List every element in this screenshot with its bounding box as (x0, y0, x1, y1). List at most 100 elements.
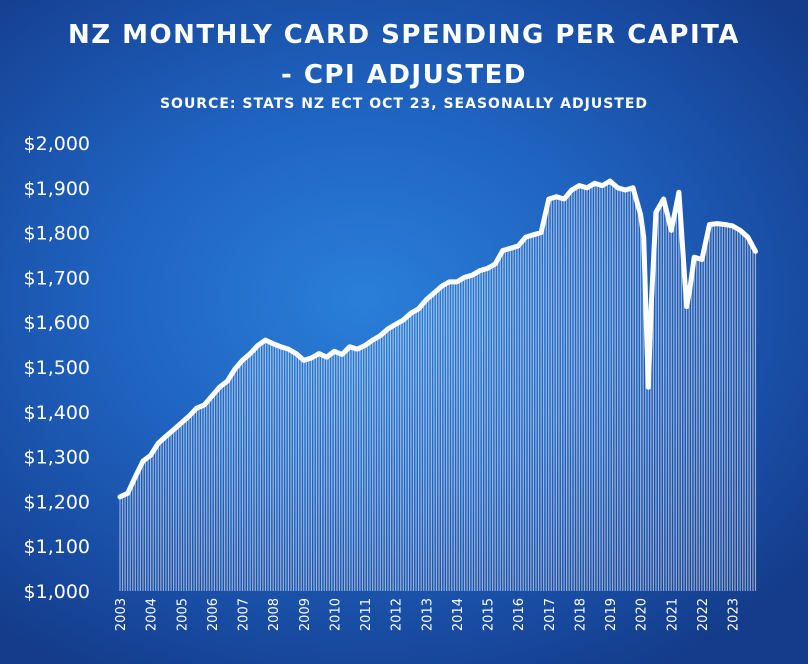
data-point (179, 420, 184, 426)
data-point (293, 351, 299, 356)
data-point (531, 232, 536, 238)
x-tick-label: 2005 (175, 598, 190, 631)
x-tick-label: 2020 (635, 598, 650, 631)
data-point (224, 379, 230, 384)
data-point (641, 234, 646, 240)
data-point (378, 333, 383, 338)
data-point (439, 284, 444, 289)
chart-subtitle: SOURCE: STATS NZ ECT OCT 23, SEASONALLY … (159, 96, 649, 112)
data-point (684, 304, 689, 309)
data-point (753, 249, 758, 254)
y-tick-label: $1,000 (24, 581, 90, 603)
x-tick-label: 2023 (727, 598, 742, 631)
data-point (202, 402, 207, 408)
data-point (477, 268, 483, 273)
series-line (117, 178, 758, 500)
data-point (316, 351, 322, 356)
data-point (653, 210, 659, 215)
data-point (607, 178, 613, 184)
y-tick-label: $1,300 (24, 447, 90, 469)
data-point (592, 181, 597, 186)
data-point (125, 491, 130, 496)
data-point (515, 243, 521, 249)
x-tick-label: 2017 (543, 598, 558, 631)
x-tick-label: 2018 (573, 598, 588, 631)
data-point (600, 183, 605, 188)
data-point (538, 230, 544, 235)
data-point (454, 279, 460, 285)
chart-title-line2: - CPI ADJUSTED (281, 60, 527, 90)
x-tick-label: 2012 (390, 598, 405, 631)
y-tick-label: $1,900 (24, 178, 90, 200)
y-tick-label: $1,600 (24, 312, 90, 334)
x-tick-label: 2011 (359, 598, 374, 631)
x-tick-label: 2008 (267, 598, 282, 631)
data-point (408, 311, 414, 316)
y-tick-label: $1,100 (24, 536, 90, 558)
data-point (133, 474, 138, 479)
data-point (393, 322, 398, 327)
data-point (722, 222, 728, 227)
chart-title: NZ MONTHLY CARD SPENDING PER CAPITA (67, 20, 741, 50)
data-point (730, 223, 735, 229)
x-tick-label: 2022 (696, 598, 711, 631)
data-point (584, 185, 590, 190)
x-tick-label: 2013 (420, 598, 435, 631)
x-tick-label: 2009 (298, 598, 313, 631)
x-tick-label: 2016 (512, 598, 527, 631)
data-point (692, 255, 697, 260)
data-point (278, 344, 283, 350)
data-point (469, 272, 475, 278)
y-tick-label: $2,000 (24, 133, 90, 155)
data-point (699, 257, 705, 262)
data-point (508, 246, 513, 251)
data-point (676, 190, 682, 195)
data-point (401, 317, 406, 323)
x-tick-label: 2007 (237, 598, 252, 631)
data-point (209, 393, 215, 399)
data-point (447, 279, 452, 285)
x-tick-label: 2015 (482, 598, 497, 631)
data-point (569, 187, 574, 193)
x-tick-label: 2021 (665, 598, 680, 631)
data-point (156, 440, 161, 446)
y-tick-label: $1,500 (24, 357, 90, 379)
y-tick-label: $1,800 (24, 223, 90, 245)
data-point (117, 494, 123, 500)
data-point (347, 344, 352, 350)
data-point (577, 183, 582, 188)
data-point (745, 234, 751, 240)
data-point (638, 212, 643, 217)
data-point (370, 337, 375, 343)
data-point (615, 185, 620, 190)
data-point (649, 302, 654, 307)
data-point (523, 234, 528, 240)
data-point (240, 358, 245, 363)
data-point (247, 351, 253, 356)
data-point (163, 434, 169, 439)
data-point (714, 221, 720, 226)
data-point (309, 355, 314, 361)
data-point (561, 196, 567, 202)
x-tick-label: 2010 (328, 598, 343, 631)
data-point (431, 290, 437, 296)
data-point (424, 297, 429, 302)
data-point (669, 228, 674, 233)
data-point (737, 228, 743, 233)
data-point (194, 406, 199, 411)
data-point (630, 185, 636, 190)
data-point (232, 367, 238, 372)
data-point (492, 261, 498, 267)
data-point (707, 222, 712, 227)
data-point (416, 306, 421, 311)
data-point (324, 354, 329, 360)
data-point (339, 352, 345, 357)
data-point (286, 346, 291, 352)
y-tick-label: $1,200 (24, 491, 90, 513)
data-point (263, 337, 268, 343)
data-point (500, 248, 506, 253)
data-point (462, 275, 467, 280)
data-point (623, 187, 628, 193)
